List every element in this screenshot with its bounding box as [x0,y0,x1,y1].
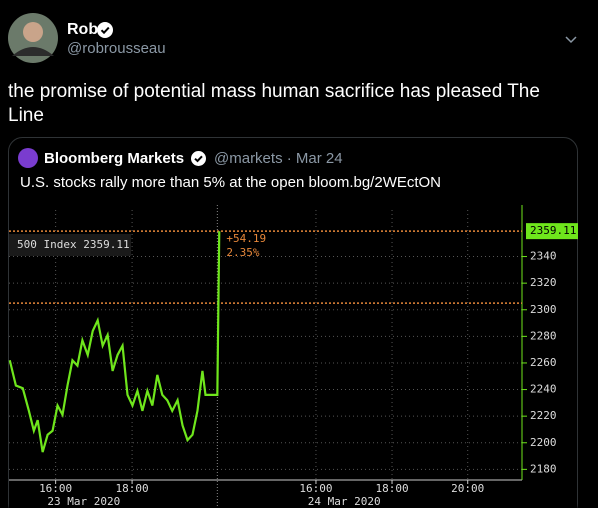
verified-badge [97,22,113,38]
date-label: 23 Mar 2020 [47,495,120,508]
avatar-face [23,22,43,42]
y-tick-label: 2280 [530,329,557,342]
date-label: 24 Mar 2020 [308,495,381,508]
verified-badge [191,151,206,166]
bloomberg-logo [18,148,38,168]
price-line [8,231,221,453]
chart: 2180 2200 2220 2240 2260 2280 2300 2320 2340 16:0… [8,205,578,508]
legend-box [9,234,131,256]
y-tick-label: 2260 [530,356,557,369]
y-tick-label: 2340 [530,250,557,263]
annotation: +54.19 [226,232,266,245]
x-tick-label: 20:00 [451,482,484,495]
last-value-label: 2359.11 [530,224,576,237]
x-tick-label: 16:00 [39,482,72,495]
tweet-text: the promise of potential mass human sacr… [8,81,540,126]
y-tick-label: 2180 [530,462,557,475]
last-value-box [526,223,578,240]
quoted-name[interactable]: Bloomberg Markets [44,150,185,167]
annotation: 2.35% [226,246,259,259]
menu-chevron[interactable] [565,36,577,44]
author-handle[interactable]: @robrousseau [67,40,166,57]
x-tick-label: 18:00 [375,482,408,495]
quoted-text: U.S. stocks rally more than 5% at the op… [20,174,442,191]
y-tick-label: 2220 [530,409,557,422]
avatar-body [12,47,54,56]
x-tick-label: 18:00 [116,482,149,495]
y-tick-label: 2240 [530,383,557,396]
quote-card[interactable] [8,137,578,508]
legend-label: 500 Index 2359.11 [17,238,130,251]
quoted-meta: @markets · Mar 24 [214,150,343,167]
y-tick-label: 2200 [530,436,557,449]
y-tick-label: 2300 [530,303,557,316]
author-name[interactable]: Rob [67,21,99,38]
y-tick-label: 2320 [530,276,557,289]
x-tick-label: 16:00 [299,482,332,495]
